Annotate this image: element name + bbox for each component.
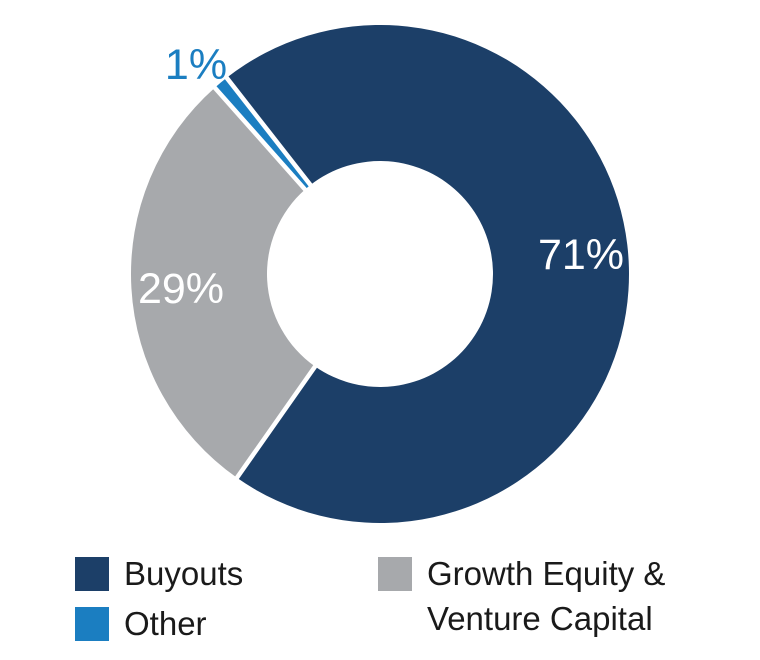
legend-swatch-buyouts xyxy=(75,557,109,591)
slice-label-buyouts: 71% xyxy=(538,231,624,279)
legend-column-1: Buyouts Other xyxy=(75,555,378,646)
legend-label: Growth Equity & Venture Capital xyxy=(427,555,666,637)
slice-label-growth-equity-venture-capital: 29% xyxy=(138,265,224,313)
slice-other xyxy=(214,77,311,190)
legend-item-other: Other xyxy=(75,605,378,646)
chart-legend: Buyouts Other Growth Equity & Venture Capi… xyxy=(75,555,727,646)
slice-growth-equity-venture-capital xyxy=(130,87,316,478)
legend-column-2: Growth Equity & Venture Capital xyxy=(378,555,727,641)
slice-buyouts xyxy=(226,25,629,524)
slice-label-other: 1% xyxy=(165,41,227,89)
slice-separator xyxy=(231,358,322,484)
legend-label: Buyouts xyxy=(124,555,244,592)
legend-item-buyouts: Buyouts xyxy=(75,555,378,596)
legend-swatch-growth-equity-venture-capital xyxy=(378,557,412,591)
donut-chart: 71% 29% 1% xyxy=(130,25,629,524)
legend-swatch-other xyxy=(75,607,109,641)
legend-label: Other xyxy=(124,605,207,642)
slice-separator xyxy=(209,81,313,197)
slice-separator xyxy=(221,71,318,193)
legend-item-growth-equity-venture-capital: Growth Equity & Venture Capital xyxy=(378,555,727,641)
